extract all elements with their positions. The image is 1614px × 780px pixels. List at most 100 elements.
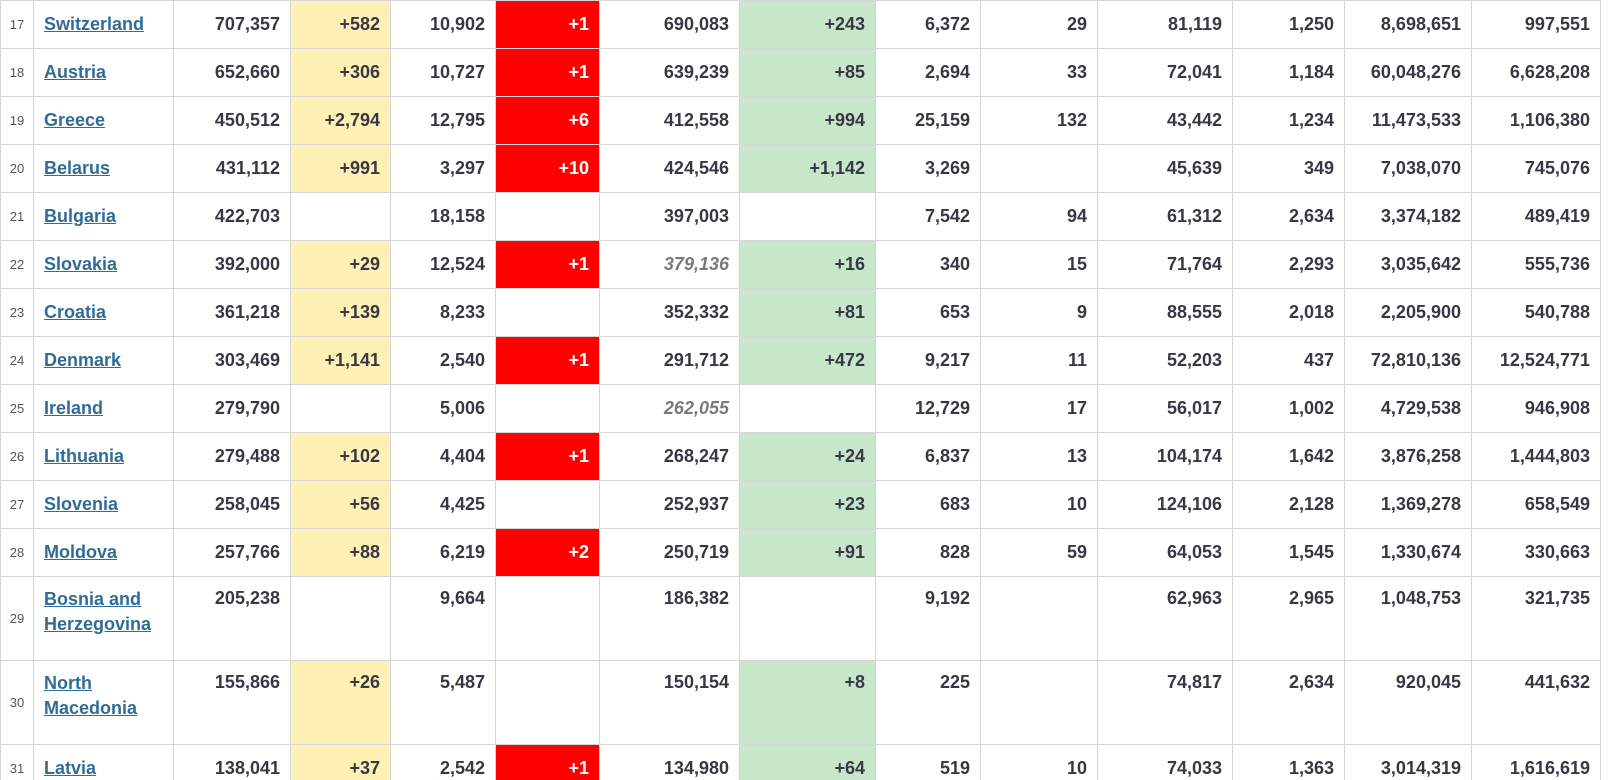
total-cases-cell: 257,766 xyxy=(173,528,291,577)
serious-critical-cell: 10 xyxy=(980,480,1098,529)
new-cases-cell: +29 xyxy=(290,240,391,289)
country-cell: Slovenia xyxy=(33,480,174,529)
tests-per-1m-cell: 1,444,803 xyxy=(1471,432,1601,481)
total-deaths-cell: 5,487 xyxy=(390,660,496,745)
new-recovered-cell: +994 xyxy=(739,96,876,145)
active-cases-cell: 6,837 xyxy=(875,432,981,481)
total-tests-cell: 4,729,538 xyxy=(1344,384,1472,433)
total-tests-cell: 7,038,070 xyxy=(1344,144,1472,193)
deaths-per-1m-cell: 2,965 xyxy=(1232,576,1345,661)
total-recovered-cell: 397,003 xyxy=(599,192,740,241)
new-recovered-cell: +8 xyxy=(739,660,876,745)
new-deaths-cell xyxy=(495,384,600,433)
total-recovered-cell: 252,937 xyxy=(599,480,740,529)
new-recovered-cell: +16 xyxy=(739,240,876,289)
serious-critical-cell: 9 xyxy=(980,288,1098,337)
country-link[interactable]: Greece xyxy=(44,110,106,130)
country-cell: North Macedonia xyxy=(33,660,174,745)
table-row: 19 Greece 450,512 +2,794 12,795 +6 412,558 +994… xyxy=(0,96,1601,145)
active-cases-cell: 340 xyxy=(875,240,981,289)
new-cases-cell: +1,141 xyxy=(290,336,391,385)
table-row: 27 Slovenia 258,045 +56 4,425 252,937 +23 683 10… xyxy=(0,480,1601,529)
cases-per-1m-cell: 104,174 xyxy=(1097,432,1233,481)
country-link[interactable]: Denmark xyxy=(44,350,122,370)
total-tests-cell: 3,876,258 xyxy=(1344,432,1472,481)
cases-per-1m-cell: 74,817 xyxy=(1097,660,1233,745)
serious-critical-cell: 59 xyxy=(980,528,1098,577)
cases-per-1m-cell: 81,119 xyxy=(1097,0,1233,49)
tests-per-1m-cell: 1,616,619 xyxy=(1471,744,1601,780)
country-link[interactable]: Lithuania xyxy=(44,446,124,466)
row-index: 26 xyxy=(0,432,34,481)
total-tests-cell: 1,369,278 xyxy=(1344,480,1472,529)
table-row: 31 Latvia 138,041 +37 2,542 +1 134,980 +64 519 10… xyxy=(0,744,1601,780)
serious-critical-cell: 13 xyxy=(980,432,1098,481)
total-deaths-cell: 10,902 xyxy=(390,0,496,49)
new-recovered-cell: +91 xyxy=(739,528,876,577)
total-tests-cell: 3,374,182 xyxy=(1344,192,1472,241)
row-index: 28 xyxy=(0,528,34,577)
total-cases-cell: 279,488 xyxy=(173,432,291,481)
total-cases-cell: 155,866 xyxy=(173,660,291,745)
row-index: 29 xyxy=(0,576,34,661)
total-cases-cell: 652,660 xyxy=(173,48,291,97)
country-link[interactable]: Ireland xyxy=(44,398,104,418)
tests-per-1m-cell: 946,908 xyxy=(1471,384,1601,433)
serious-critical-cell xyxy=(980,144,1098,193)
country-link[interactable]: Latvia xyxy=(44,758,97,778)
total-deaths-cell: 6,219 xyxy=(390,528,496,577)
tests-per-1m-cell: 12,524,771 xyxy=(1471,336,1601,385)
country-link[interactable]: Croatia xyxy=(44,302,107,322)
country-cell: Latvia xyxy=(33,744,174,780)
new-recovered-cell: +23 xyxy=(739,480,876,529)
active-cases-cell: 2,694 xyxy=(875,48,981,97)
cases-per-1m-cell: 74,033 xyxy=(1097,744,1233,780)
total-cases-cell: 431,112 xyxy=(173,144,291,193)
total-tests-cell: 3,035,642 xyxy=(1344,240,1472,289)
country-link[interactable]: Belarus xyxy=(44,158,111,178)
active-cases-cell: 225 xyxy=(875,660,981,745)
country-cell: Lithuania xyxy=(33,432,174,481)
serious-critical-cell: 29 xyxy=(980,0,1098,49)
country-link[interactable]: Austria xyxy=(44,62,107,82)
new-deaths-cell: +1 xyxy=(495,48,600,97)
country-link[interactable]: Moldova xyxy=(44,542,118,562)
new-deaths-cell: +1 xyxy=(495,0,600,49)
country-cell: Moldova xyxy=(33,528,174,577)
serious-critical-cell xyxy=(980,576,1098,661)
deaths-per-1m-cell: 1,250 xyxy=(1232,0,1345,49)
country-link[interactable]: North Macedonia xyxy=(44,673,138,718)
row-index: 30 xyxy=(0,660,34,745)
cases-per-1m-cell: 71,764 xyxy=(1097,240,1233,289)
new-cases-cell: +102 xyxy=(290,432,391,481)
cases-per-1m-cell: 124,106 xyxy=(1097,480,1233,529)
total-cases-cell: 205,238 xyxy=(173,576,291,661)
country-link[interactable]: Slovenia xyxy=(44,494,119,514)
country-link[interactable]: Bulgaria xyxy=(44,206,117,226)
country-link[interactable]: Slovakia xyxy=(44,254,118,274)
total-recovered-cell: 268,247 xyxy=(599,432,740,481)
active-cases-cell: 653 xyxy=(875,288,981,337)
new-cases-cell xyxy=(290,576,391,661)
row-index: 31 xyxy=(0,744,34,780)
serious-critical-cell: 15 xyxy=(980,240,1098,289)
total-deaths-cell: 2,540 xyxy=(390,336,496,385)
total-cases-cell: 303,469 xyxy=(173,336,291,385)
new-deaths-cell xyxy=(495,576,600,661)
country-link[interactable]: Bosnia and Herzegovina xyxy=(44,589,152,634)
total-tests-cell: 1,330,674 xyxy=(1344,528,1472,577)
total-deaths-cell: 8,233 xyxy=(390,288,496,337)
table-row: 20 Belarus 431,112 +991 3,297 +10 424,546 +1,14… xyxy=(0,144,1601,193)
row-index: 18 xyxy=(0,48,34,97)
total-recovered-cell: 379,136 xyxy=(599,240,740,289)
row-index: 25 xyxy=(0,384,34,433)
new-cases-cell: +139 xyxy=(290,288,391,337)
new-recovered-cell: +85 xyxy=(739,48,876,97)
country-link[interactable]: Switzerland xyxy=(44,14,145,34)
new-recovered-cell xyxy=(739,384,876,433)
active-cases-cell: 9,192 xyxy=(875,576,981,661)
new-deaths-cell: +10 xyxy=(495,144,600,193)
total-cases-cell: 361,218 xyxy=(173,288,291,337)
new-deaths-cell: +1 xyxy=(495,432,600,481)
